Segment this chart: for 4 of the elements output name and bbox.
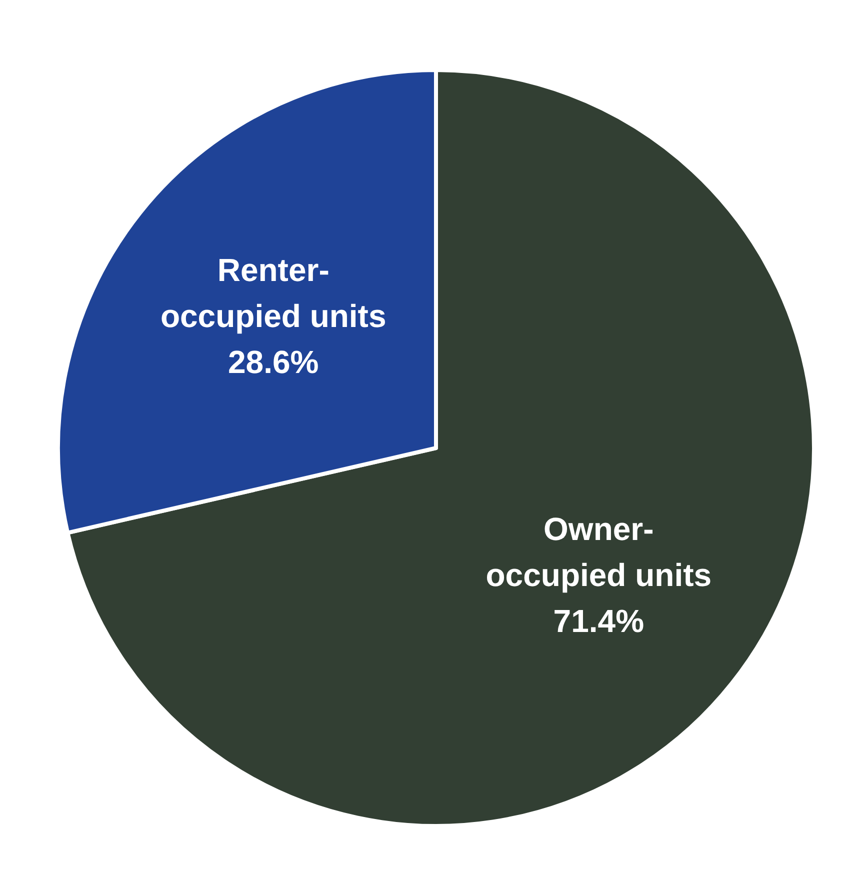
slice-label: Renter-occupied units — [160, 252, 386, 334]
slice-label: Owner-occupied units — [486, 510, 712, 593]
data-label: 28.6% — [228, 344, 319, 380]
data-label: 71.4% — [553, 602, 644, 639]
